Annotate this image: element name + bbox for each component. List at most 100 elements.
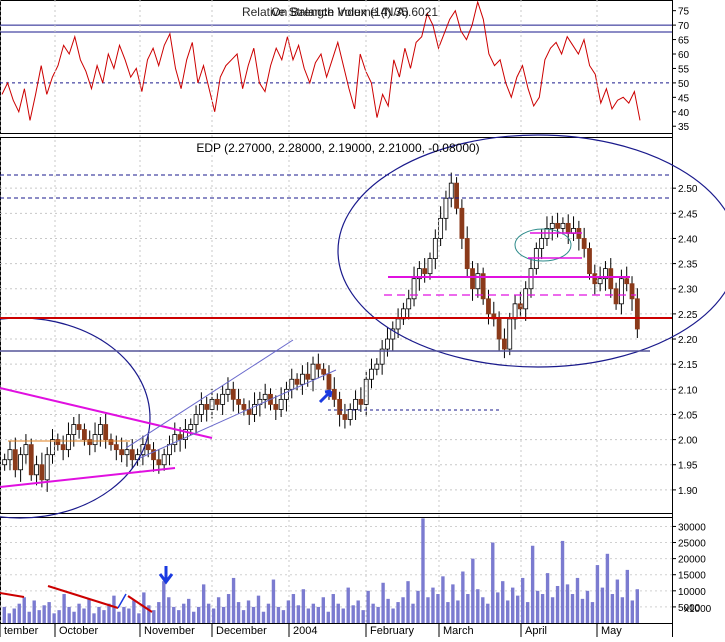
- rsi-tick-label: 35: [678, 122, 690, 133]
- candle-body: [273, 403, 279, 410]
- volume-bar: [306, 608, 311, 623]
- volume-bar: [530, 545, 535, 623]
- volume-bar: [236, 602, 241, 623]
- volume-bar: [331, 594, 335, 623]
- candle-body: [326, 373, 332, 390]
- candle-body: [438, 217, 444, 239]
- volume-bar: [550, 597, 555, 623]
- candle-body: [119, 449, 125, 456]
- price-layer: [0, 0, 672, 623]
- price-tick-label: 2.00: [678, 436, 698, 447]
- volume-bar: [127, 608, 131, 623]
- candle-body: [252, 403, 257, 415]
- volume-bar: [501, 581, 505, 623]
- candle-body: [459, 207, 465, 239]
- volume-bar: [107, 603, 111, 623]
- volume-bar: [371, 603, 375, 623]
- volume-bar: [172, 606, 176, 623]
- volume-bar: [77, 603, 81, 623]
- candle-body: [369, 368, 374, 380]
- candle-body: [129, 449, 135, 461]
- candle-body: [18, 454, 24, 471]
- candle-body: [246, 409, 252, 415]
- volume-bar: [491, 542, 495, 623]
- volume-bar: [2, 606, 6, 623]
- volume-trend-red: [47, 585, 119, 609]
- candle-body: [379, 348, 385, 365]
- volume-bar: [386, 598, 390, 623]
- candle-body: [151, 449, 156, 461]
- candle-body: [512, 303, 518, 320]
- candle-body: [390, 328, 396, 340]
- volume-bar: [401, 597, 405, 623]
- volume-bar: [221, 606, 226, 623]
- x-month-label: May: [601, 625, 622, 637]
- candle-body: [464, 238, 470, 270]
- price-tick-label: 2.40: [678, 234, 698, 245]
- candle-body: [289, 378, 295, 390]
- candle-body: [12, 449, 18, 471]
- volume-bar: [62, 594, 66, 623]
- volume-bar: [496, 592, 500, 623]
- x-month-label: February: [370, 625, 415, 637]
- obv-title: On Balance Volume (N/A): [271, 5, 408, 19]
- volume-bar: [42, 605, 46, 623]
- rsi-tick-label: 45: [678, 93, 690, 104]
- candle-body: [502, 338, 507, 350]
- volume-bar: [206, 603, 211, 623]
- price-tick-label: 2.05: [678, 410, 698, 421]
- candle-body: [299, 373, 305, 385]
- candle-body: [113, 444, 119, 451]
- volume-bar: [167, 597, 171, 623]
- volume-bar: [560, 540, 565, 623]
- candle-body: [395, 318, 401, 330]
- volume-bar: [261, 611, 266, 623]
- candle-body: [156, 459, 162, 466]
- volume-bar: [281, 610, 286, 623]
- volume-bar: [52, 613, 56, 623]
- candle-body: [353, 398, 358, 410]
- rsi-layer: [0, 0, 672, 121]
- volume-bar: [47, 602, 51, 623]
- candle-body: [305, 373, 311, 380]
- candle-body: [422, 268, 428, 275]
- candle-body: [634, 298, 640, 330]
- volume-bar: [286, 600, 291, 623]
- volume-bar: [625, 569, 630, 623]
- rsi-tick-label: 55: [678, 64, 690, 75]
- volume-bar: [411, 603, 415, 623]
- volume-trend-red: [0, 592, 25, 598]
- volume-bar: [152, 610, 156, 623]
- rsi-tick-label: 40: [678, 108, 690, 119]
- volume-bar: [525, 602, 530, 623]
- volume-bar: [361, 610, 365, 623]
- volume-bar: [461, 571, 465, 623]
- candle-body: [496, 318, 502, 340]
- rsi-tick-label: 70: [678, 21, 690, 32]
- volume-bar: [580, 598, 585, 623]
- price-tick-label: 1.90: [678, 486, 698, 497]
- candle-body: [108, 439, 114, 446]
- volume-bar: [311, 603, 316, 623]
- volume-bar: [520, 577, 525, 623]
- volume-bar: [187, 598, 191, 623]
- volume-bar: [630, 600, 635, 623]
- volume-bar: [117, 611, 121, 623]
- volume-bar: [162, 581, 166, 623]
- volume-bar: [575, 577, 580, 623]
- candle-body: [230, 388, 236, 400]
- annotation-layer: [0, 134, 725, 613]
- channel-line: [125, 339, 294, 449]
- candle-body: [486, 298, 491, 315]
- volume-bar: [446, 602, 450, 623]
- volume-bar: [82, 608, 86, 623]
- candle-body: [2, 459, 8, 466]
- volume-trend-red: [127, 595, 153, 613]
- candle-body: [71, 424, 77, 435]
- candle-body: [103, 424, 109, 440]
- candle-body: [60, 444, 66, 451]
- volume-bar: [436, 594, 440, 623]
- candle-body: [193, 414, 199, 425]
- candle-body: [618, 278, 624, 305]
- volume-bar: [296, 605, 301, 623]
